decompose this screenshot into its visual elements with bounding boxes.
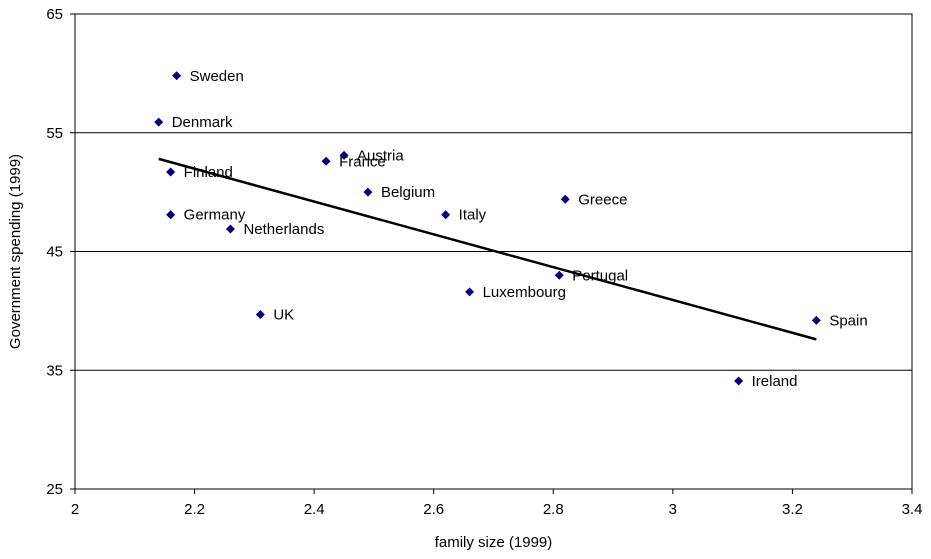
x-axis-title: family size (1999) xyxy=(435,534,553,551)
data-label: Belgium xyxy=(381,184,435,201)
y-axis-ticks: 25 35 45 55 65 xyxy=(46,6,75,498)
trendline xyxy=(158,157,817,341)
x-tick-label: 2.4 xyxy=(304,501,325,518)
data-point xyxy=(225,224,235,234)
data-points xyxy=(154,71,821,386)
y-tick-label: 65 xyxy=(46,6,63,23)
data-point xyxy=(339,150,349,160)
data-point xyxy=(560,194,570,204)
data-label: Spain xyxy=(829,312,867,329)
data-label: Austria xyxy=(357,147,404,164)
data-label: Luxembourg xyxy=(483,284,566,301)
data-label: Sweden xyxy=(190,68,244,85)
data-label: Finland xyxy=(184,164,233,181)
x-tick-label: 3.2 xyxy=(782,501,803,518)
data-label: Ireland xyxy=(752,373,798,390)
x-tick-label: 2.8 xyxy=(543,501,564,518)
data-label: Portugal xyxy=(572,267,628,284)
x-tick-label: 2.6 xyxy=(423,501,444,518)
data-point xyxy=(363,187,373,197)
data-label: UK xyxy=(273,306,294,323)
x-tick-label: 2.2 xyxy=(184,501,205,518)
data-point xyxy=(166,210,176,220)
data-label: Greece xyxy=(578,191,627,208)
data-point xyxy=(154,117,164,127)
data-point xyxy=(321,156,331,166)
x-tick-label: 2 xyxy=(71,501,79,518)
data-label: Italy xyxy=(459,207,487,224)
x-tick-label: 3 xyxy=(669,501,677,518)
data-point xyxy=(811,315,821,325)
data-label: France xyxy=(339,153,386,170)
data-point xyxy=(554,270,564,280)
data-label: Denmark xyxy=(172,114,233,131)
data-point xyxy=(166,167,176,177)
y-tick-label: 35 xyxy=(46,362,63,379)
data-label: Germany xyxy=(184,207,246,224)
y-axis-title: Government spending (1999) xyxy=(7,154,24,349)
data-label: Netherlands xyxy=(243,221,324,238)
data-point xyxy=(255,309,265,319)
data-point xyxy=(172,71,182,81)
y-tick-label: 55 xyxy=(46,125,63,142)
y-tick-label: 45 xyxy=(46,244,63,261)
x-tick-label: 3.4 xyxy=(902,501,923,518)
data-point xyxy=(441,210,451,220)
data-point xyxy=(465,287,475,297)
y-tick-label: 25 xyxy=(46,481,63,498)
data-point xyxy=(734,376,744,386)
x-axis-ticks: 2 2.2 2.4 2.6 2.8 3 3.2 3.4 xyxy=(71,489,923,518)
